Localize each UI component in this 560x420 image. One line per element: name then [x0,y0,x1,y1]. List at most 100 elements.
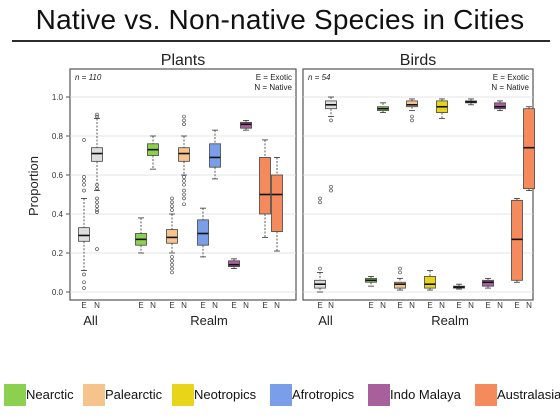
outlier-point [170,196,174,201]
boxplot-figure: Plants 0.0 0.2 0.4 0.6 0.8 1.0 Proportion n = 11… [26,52,535,328]
outlier-point [95,114,99,119]
group-label-all: All [83,313,98,328]
box-N-all [325,96,337,193]
box-E-afrotropics [453,283,465,290]
box-body [494,102,506,110]
y-tick-label: 0.0 [52,288,64,297]
box-body [511,199,523,281]
outlier-point [182,122,186,127]
outlier-point [95,182,99,187]
box-body [166,229,178,244]
box-E-afrotropics [197,207,209,258]
key-label: N = Native [254,83,292,92]
outlier-point [95,210,99,214]
box-E-indo-malaya [228,258,240,270]
legend-label: Australasia [497,387,560,402]
box-body [197,219,209,246]
outlier-point [170,270,174,275]
box-N-palearctic [406,98,418,123]
outlier-point [95,112,99,117]
outlier-point [182,196,186,201]
box-body [482,279,494,287]
box-E-all [78,138,90,290]
box-N-all [91,112,103,251]
outlier-point [410,118,414,123]
outlier-point [329,118,333,123]
box-E-palearctic [394,266,406,291]
box-N-afrotropics [209,129,221,180]
outlier-point [410,114,414,119]
group-label-realm: Realm [190,313,228,328]
box-N-indo-malaya [240,120,252,131]
panel-title: Birds [400,52,436,69]
legend-label: Neotropics [194,387,257,402]
outlier-point [318,200,322,205]
box-body [178,147,190,162]
chart-legend: Nearctic Palearctic Neotropics Afrotropics I… [0,384,560,408]
box-body [259,157,271,215]
x-tick-label: N [274,301,280,310]
box-body [91,147,103,162]
x-tick-label: E [81,301,86,310]
box-E-palearctic [166,196,178,275]
outlier-point [318,266,322,271]
y-tick-label: 0.8 [52,132,64,141]
outlier-point [82,286,86,290]
x-tick-label: N [328,301,334,310]
x-tick-label: E [231,301,236,310]
outlier-point [95,196,99,201]
box-N-indo-malaya [494,100,506,112]
outlier-point [82,182,86,187]
outlier-point [170,204,174,208]
x-tick-label: E [317,301,322,310]
y-tick-label: 0.6 [52,171,64,180]
outlier-point [82,138,86,142]
box-body [209,143,221,168]
outlier-point [329,184,333,189]
outlier-point [398,270,402,275]
outlier-point [182,175,186,179]
box-E-australasia [511,197,523,283]
box-E-australasia [259,139,271,238]
box-N-australasia [271,157,283,252]
box-E-nearctic [365,275,377,287]
x-tick-label: N [468,301,474,310]
x-tick-label: E [456,301,461,310]
outlier-point [182,202,186,207]
x-tick-label: E [138,301,143,310]
sample-size-label: n = 110 [75,73,102,82]
outlier-point [182,118,186,123]
outlier-point [398,266,402,271]
outlier-point [170,208,174,212]
x-tick-label: N [94,301,100,310]
title-underline [12,40,550,42]
box-body [394,281,406,289]
outlier-point [170,255,174,259]
legend-swatch [270,384,292,406]
outlier-point [318,196,322,201]
x-tick-label: N [380,301,386,310]
panel-frame-2 [302,68,534,301]
legend-swatch [83,384,105,406]
outlier-point [95,186,99,191]
box-E-nearctic [135,217,147,254]
outlier-point [182,179,186,183]
legend-swatch [368,384,390,406]
box-N-nearctic [147,135,159,170]
outlier-point [170,258,174,263]
outlier-point [329,188,333,193]
x-tick-label: E [514,301,519,310]
box-E-indo-malaya [482,277,494,289]
x-tick-label: E [397,301,402,310]
box-body [78,227,90,242]
box-body [424,275,436,289]
sample-size-label: n = 54 [308,73,331,82]
box-N-nearctic [377,102,389,113]
x-tick-label: N [181,301,187,310]
x-tick-label: N [526,301,532,310]
x-tick-label: E [485,301,490,310]
x-tick-label: E [427,301,432,310]
legend-label: Indo Malaya [390,387,461,402]
legend-swatch [172,384,194,406]
key-label: E = Exotic [256,73,292,82]
